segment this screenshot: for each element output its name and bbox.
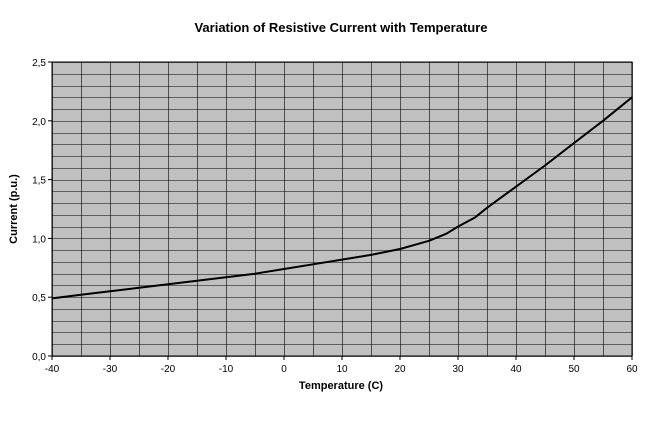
- x-tick-label: 40: [510, 364, 522, 375]
- series-line-resistive-current: [51, 96, 633, 300]
- chart-title: Variation of Resistive Current with Temp…: [194, 20, 487, 35]
- x-tick-label: 20: [394, 364, 406, 375]
- y-tick-label: 1,0: [32, 234, 46, 245]
- y-tick-label: 0,5: [32, 293, 46, 304]
- x-axis-label: Temperature (C): [299, 380, 383, 392]
- y-tick-label: 1,5: [32, 176, 46, 187]
- y-tick-label: 2,5: [32, 58, 46, 69]
- x-tick-label: 60: [626, 364, 638, 375]
- y-tick-label: 2,0: [32, 117, 46, 128]
- x-tick-label: 30: [452, 364, 464, 375]
- y-tick-label: 0,0: [32, 352, 46, 363]
- x-tick-label: -30: [103, 364, 118, 375]
- x-axis-ticks: -40 -30 -20 -10 0 10 20 30 40 50 60: [45, 356, 638, 375]
- y-axis-ticks: 0,0 0,5 1,0 1,5 2,0 2,5: [32, 58, 52, 363]
- x-tick-label: 50: [568, 364, 580, 375]
- x-tick-label: 0: [281, 364, 287, 375]
- plot-area: [52, 62, 632, 356]
- y-axis-label: Current (p.u.): [8, 174, 20, 244]
- x-tick-label: -20: [161, 364, 176, 375]
- x-tick-label: -40: [45, 364, 60, 375]
- x-tick-label: -10: [219, 364, 234, 375]
- x-tick-label: 10: [336, 364, 348, 375]
